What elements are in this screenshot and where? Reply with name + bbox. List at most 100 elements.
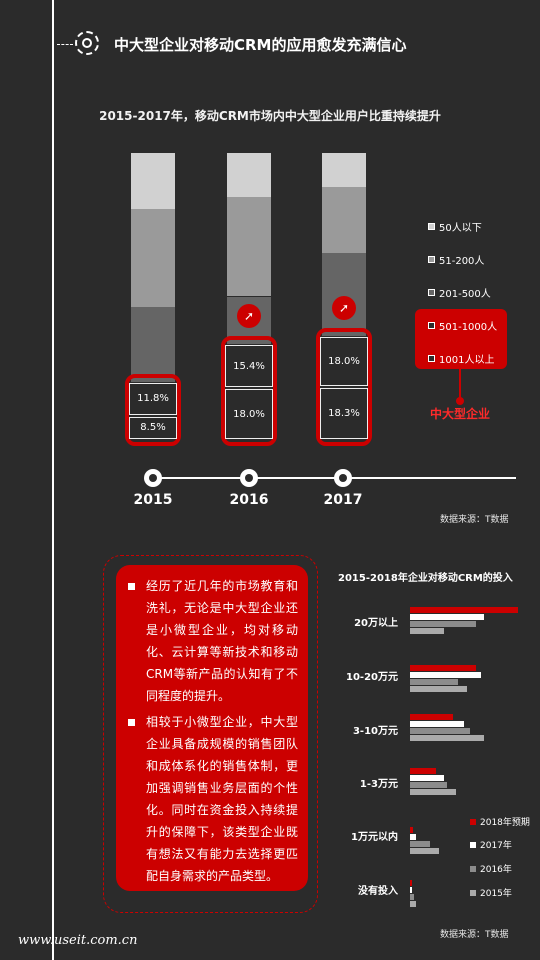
bar bbox=[410, 789, 456, 795]
highlight-frame bbox=[125, 373, 181, 446]
bar bbox=[410, 621, 476, 627]
bar-segment bbox=[131, 153, 175, 209]
category-label: 20万以上 bbox=[354, 618, 398, 629]
bar bbox=[410, 827, 413, 833]
bar bbox=[410, 841, 430, 847]
timeline-year-label: 2016 bbox=[229, 492, 269, 508]
data-label: 11.8% bbox=[129, 382, 177, 415]
bar bbox=[410, 665, 476, 671]
bar bbox=[410, 728, 470, 734]
legend-swatch bbox=[428, 289, 435, 296]
bar bbox=[410, 607, 519, 613]
bar-segment bbox=[227, 153, 271, 198]
category-label: 3-10万元 bbox=[352, 726, 398, 737]
data-label: 15.4% bbox=[225, 345, 273, 388]
rocket-icon: ➚ bbox=[237, 304, 261, 329]
legend-label: 2017年 bbox=[480, 841, 512, 851]
legend-label: 2016年 bbox=[480, 865, 512, 875]
bar bbox=[410, 614, 485, 620]
legend-swatch bbox=[470, 889, 476, 896]
chart2-title: 2015-2018年企业对移动CRM的投入 bbox=[338, 573, 513, 584]
bar bbox=[410, 721, 465, 727]
data-label: 18.0% bbox=[225, 389, 273, 439]
bar bbox=[410, 782, 448, 788]
target-icon bbox=[75, 31, 99, 55]
paragraph-1: 经历了近几年的市场教育和洗礼，无论是中大型企业还是小微型企业，均对移动化、云计算… bbox=[128, 575, 298, 707]
bar bbox=[410, 679, 459, 685]
legend-label: 501-1000人 bbox=[439, 322, 498, 333]
legend-swatch bbox=[470, 865, 476, 872]
legend-item: 201-500人 bbox=[428, 285, 491, 300]
legend-item: 2015年 bbox=[470, 886, 512, 899]
legend-label: 1001人以上 bbox=[439, 355, 495, 366]
chart1-source: 数据来源：T数据 bbox=[440, 515, 509, 525]
bar bbox=[410, 672, 482, 678]
legend-label: 2018年预期 bbox=[480, 818, 530, 828]
timeline-node-icon bbox=[144, 469, 162, 487]
bar bbox=[410, 880, 412, 886]
text-panel: 经历了近几年的市场教育和洗礼，无论是中大型企业还是小微型企业，均对移动化、云计算… bbox=[116, 565, 308, 891]
legend-label: 50人以下 bbox=[439, 223, 482, 234]
legend-label: 51-200人 bbox=[439, 256, 485, 267]
bar-segment bbox=[322, 253, 366, 336]
bullet-icon bbox=[128, 583, 135, 590]
category-label: 没有投入 bbox=[358, 886, 398, 897]
data-label: 8.5% bbox=[129, 416, 177, 439]
bar bbox=[410, 834, 416, 840]
page-title: 中大型企业对移动CRM的应用愈发充满信心 bbox=[114, 36, 407, 54]
timeline-year-label: 2015 bbox=[133, 492, 173, 508]
legend-label: 2015年 bbox=[480, 889, 512, 899]
paragraph-2: 相较于小微型企业，中大型企业具备成规模的销售团队和成体系化的销售体制，更加强调销… bbox=[128, 711, 298, 887]
bar bbox=[410, 628, 445, 634]
legend-swatch bbox=[428, 355, 435, 362]
stacked-bar-chart: 8.5% 11.8% 18.0% 15.4% ➚ 18.3% 18.0% ➚ bbox=[125, 153, 372, 446]
bullet-icon bbox=[128, 719, 135, 726]
bar bbox=[410, 848, 439, 854]
legend-item: 1001人以上 bbox=[428, 351, 494, 366]
legend-item: 51-200人 bbox=[428, 252, 484, 267]
highlight-label: 中大型企业 bbox=[430, 407, 491, 421]
category-label: 10-20万元 bbox=[346, 672, 398, 683]
data-label: 18.0% bbox=[320, 336, 368, 387]
legend-item: 501-1000人 bbox=[428, 318, 497, 333]
category-label: 1万元以内 bbox=[351, 832, 398, 843]
bar-segment bbox=[227, 197, 271, 297]
chart1-title: 2015-2017年，移动CRM市场内中大型企业用户比重持续提升 bbox=[99, 109, 441, 123]
category-label: 1-3万元 bbox=[359, 779, 398, 790]
bar bbox=[410, 775, 445, 781]
legend-item: 50人以下 bbox=[428, 219, 482, 234]
rocket-icon: ➚ bbox=[332, 295, 356, 320]
chart2-source: 数据来源：T数据 bbox=[440, 930, 509, 940]
bar bbox=[410, 686, 467, 692]
timeline-node-icon bbox=[334, 469, 352, 487]
timeline-node-icon bbox=[240, 469, 258, 487]
paragraph-2-text: 相较于小微型企业，中大型企业具备成规模的销售团队和成体系化的销售体制，更加强调销… bbox=[146, 715, 298, 883]
legend-item: 2016年 bbox=[470, 862, 512, 875]
bar-segment bbox=[322, 153, 366, 188]
bar bbox=[410, 901, 416, 907]
bar bbox=[410, 768, 436, 774]
bar bbox=[410, 887, 413, 893]
footer-url: www.useit.com.cn bbox=[18, 933, 138, 948]
legend-swatch bbox=[428, 256, 435, 263]
header-dash bbox=[57, 44, 73, 45]
bar-segment bbox=[131, 208, 175, 307]
bar bbox=[410, 714, 453, 720]
bar bbox=[410, 894, 415, 900]
highlight-frame bbox=[221, 336, 277, 446]
legend-item: 2017年 bbox=[470, 838, 512, 851]
legend-swatch bbox=[470, 841, 476, 848]
legend-item: 2018年预期 bbox=[470, 815, 530, 828]
timeline-year-label: 2017 bbox=[323, 492, 363, 508]
legend-connector bbox=[459, 369, 461, 399]
legend-connector-dot bbox=[456, 397, 464, 405]
legend-swatch bbox=[470, 818, 476, 825]
legend-label: 201-500人 bbox=[439, 289, 491, 300]
highlight-frame bbox=[316, 327, 372, 446]
legend-swatch bbox=[428, 223, 435, 230]
year-timeline bbox=[150, 477, 516, 479]
text-panel-frame bbox=[103, 555, 318, 913]
bar bbox=[410, 735, 485, 741]
data-label: 18.3% bbox=[320, 388, 368, 439]
